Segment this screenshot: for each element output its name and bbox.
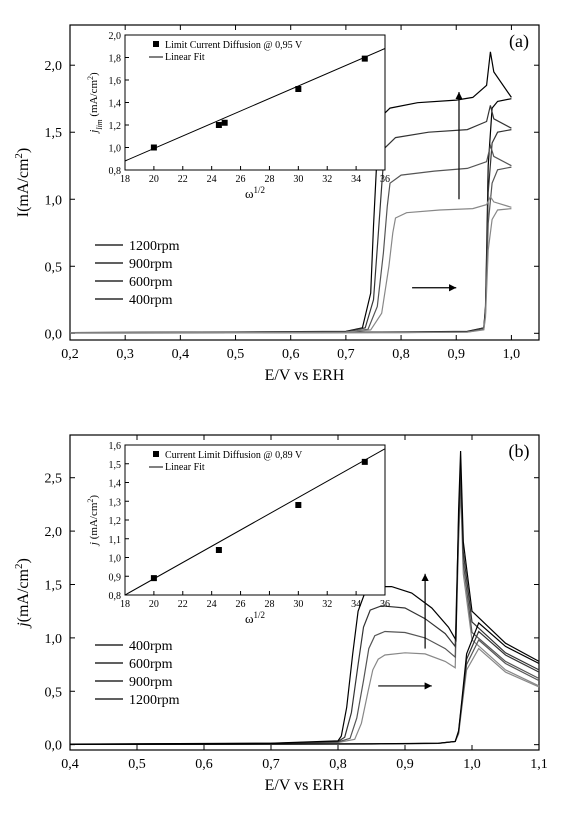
svg-text:30: 30 xyxy=(293,174,303,185)
svg-text:1,1: 1,1 xyxy=(109,535,122,546)
svg-text:Limit Current Diffusion @ 0,95: Limit Current Diffusion @ 0,95 V xyxy=(165,40,303,51)
svg-text:0,8: 0,8 xyxy=(392,347,410,362)
svg-text:1,0: 1,0 xyxy=(45,193,63,208)
svg-text:1,3: 1,3 xyxy=(109,497,122,508)
svg-text:0,8: 0,8 xyxy=(109,166,122,177)
svg-text:0,6: 0,6 xyxy=(282,347,300,362)
svg-text:1200rpm: 1200rpm xyxy=(129,239,180,254)
svg-text:36: 36 xyxy=(380,174,390,185)
svg-text:jlim (mA/cm2): jlim (mA/cm2) xyxy=(86,72,104,135)
svg-text:Linear Fit: Linear Fit xyxy=(165,52,205,63)
svg-text:1,0: 1,0 xyxy=(109,554,122,565)
svg-text:0,2: 0,2 xyxy=(61,347,79,362)
svg-text:1,5: 1,5 xyxy=(45,126,63,141)
svg-text:1200rpm: 1200rpm xyxy=(129,693,180,708)
svg-text:1,6: 1,6 xyxy=(109,76,122,87)
svg-text:2,0: 2,0 xyxy=(109,31,122,42)
svg-text:32: 32 xyxy=(322,599,332,610)
svg-text:2,5: 2,5 xyxy=(45,472,63,487)
svg-text:Linear Fit: Linear Fit xyxy=(165,462,205,473)
svg-text:1,5: 1,5 xyxy=(45,578,63,593)
svg-text:26: 26 xyxy=(236,174,246,185)
svg-text:0,9: 0,9 xyxy=(109,572,122,583)
svg-text:ω1/2: ω1/2 xyxy=(245,185,265,201)
svg-text:(a): (a) xyxy=(509,31,529,52)
svg-text:1,1: 1,1 xyxy=(530,757,548,772)
svg-text:1,0: 1,0 xyxy=(45,632,63,647)
svg-text:22: 22 xyxy=(178,599,188,610)
svg-text:E/V vs ERH: E/V vs ERH xyxy=(265,367,345,384)
svg-text:0,5: 0,5 xyxy=(227,347,245,362)
svg-text:1,8: 1,8 xyxy=(109,54,122,65)
svg-text:0,0: 0,0 xyxy=(45,739,63,754)
svg-text:32: 32 xyxy=(322,174,332,185)
svg-text:0,6: 0,6 xyxy=(195,757,213,772)
svg-text:400rpm: 400rpm xyxy=(129,639,173,654)
svg-text:1,2: 1,2 xyxy=(109,516,122,527)
svg-text:1,4: 1,4 xyxy=(109,479,122,490)
svg-text:22: 22 xyxy=(178,174,188,185)
svg-text:900rpm: 900rpm xyxy=(129,257,173,272)
svg-text:0,9: 0,9 xyxy=(396,757,414,772)
svg-text:600rpm: 600rpm xyxy=(129,657,173,672)
svg-text:0,0: 0,0 xyxy=(45,327,63,342)
svg-text:600rpm: 600rpm xyxy=(129,275,173,290)
svg-text:0,5: 0,5 xyxy=(45,685,63,700)
chart-a: 0,2 0,3 0,4 0,5 0,6 0,7 0,8 0,9 1,0 0,0 0,5 1,0 1,5 2… xyxy=(10,10,554,390)
svg-text:1,0: 1,0 xyxy=(503,347,521,362)
svg-text:I(mA/cm2): I(mA/cm2) xyxy=(13,148,32,217)
svg-text:0,8: 0,8 xyxy=(329,757,347,772)
svg-text:18: 18 xyxy=(120,599,130,610)
svg-text:0,5: 0,5 xyxy=(128,757,146,772)
svg-text:24: 24 xyxy=(207,599,217,610)
svg-text:24: 24 xyxy=(207,174,217,185)
svg-text:0,7: 0,7 xyxy=(337,347,355,362)
svg-text:(b): (b) xyxy=(509,441,530,462)
svg-text:26: 26 xyxy=(236,599,246,610)
svg-text:0,7: 0,7 xyxy=(262,757,280,772)
svg-text:j (mA/cm2): j (mA/cm2) xyxy=(86,495,101,547)
svg-text:34: 34 xyxy=(351,599,361,610)
svg-text:j(mA/cm2): j(mA/cm2) xyxy=(13,558,32,629)
svg-text:1,5: 1,5 xyxy=(109,460,122,471)
svg-text:1,0: 1,0 xyxy=(109,144,122,155)
panel-b: 0,4 0,5 0,6 0,7 0,8 0,9 1,0 1,1 0,0 0,5 1,0 1,5 2,0 2… xyxy=(10,420,554,800)
svg-text:Current Limit Diffusion @ 0,89: Current Limit Diffusion @ 0,89 V xyxy=(165,450,303,461)
svg-text:1,2: 1,2 xyxy=(109,121,122,132)
svg-text:900rpm: 900rpm xyxy=(129,675,173,690)
svg-text:18: 18 xyxy=(120,174,130,185)
svg-text:36: 36 xyxy=(380,599,390,610)
svg-text:400rpm: 400rpm xyxy=(129,293,173,308)
panel-a: 0,2 0,3 0,4 0,5 0,6 0,7 0,8 0,9 1,0 0,0 0,5 1,0 1,5 2… xyxy=(10,10,554,390)
svg-text:20: 20 xyxy=(149,599,159,610)
svg-text:28: 28 xyxy=(264,174,274,185)
chart-b: 0,4 0,5 0,6 0,7 0,8 0,9 1,0 1,1 0,0 0,5 1,0 1,5 2,0 2… xyxy=(10,420,554,800)
svg-text:28: 28 xyxy=(264,599,274,610)
svg-text:1,4: 1,4 xyxy=(109,99,122,110)
svg-text:0,4: 0,4 xyxy=(172,347,190,362)
svg-text:34: 34 xyxy=(351,174,361,185)
svg-text:0,9: 0,9 xyxy=(447,347,465,362)
svg-text:2,0: 2,0 xyxy=(45,525,63,540)
svg-text:0,3: 0,3 xyxy=(116,347,134,362)
svg-text:20: 20 xyxy=(149,174,159,185)
svg-text:0,5: 0,5 xyxy=(45,260,63,275)
svg-text:0,4: 0,4 xyxy=(61,757,79,772)
svg-text:0,8: 0,8 xyxy=(109,591,122,602)
svg-text:ω1/2: ω1/2 xyxy=(245,610,265,626)
svg-text:1,0: 1,0 xyxy=(463,757,481,772)
svg-text:30: 30 xyxy=(293,599,303,610)
svg-text:1,6: 1,6 xyxy=(109,441,122,452)
svg-text:2,0: 2,0 xyxy=(45,59,63,74)
svg-text:E/V vs ERH: E/V vs ERH xyxy=(265,777,345,794)
